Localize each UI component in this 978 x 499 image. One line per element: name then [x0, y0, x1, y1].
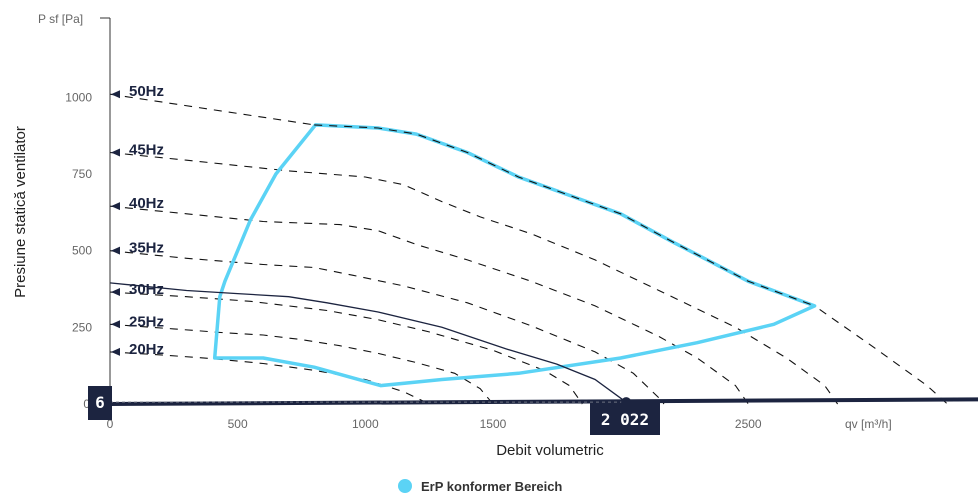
y-tick-label: 1000 — [65, 90, 92, 104]
x-unit-label: qv [m³/h] — [845, 417, 892, 431]
hz-label-20Hz: 20Hz — [129, 341, 164, 358]
fan-curve-30Hz — [109, 291, 583, 405]
x-tick-label: 1500 — [480, 417, 507, 431]
y-axis-title: Presiune statică ventilator — [12, 126, 29, 298]
legend: ErP konformer Bereich — [398, 479, 562, 494]
fan-curve-40Hz — [109, 205, 749, 405]
erp-area-outline — [212, 123, 817, 388]
pressure-readout-box — [88, 386, 112, 420]
fan-curve-35Hz — [109, 250, 665, 405]
y-tick-label: 750 — [72, 167, 92, 181]
hz-arrow-icon — [111, 90, 120, 99]
hz-arrow-icon — [111, 246, 120, 255]
x-tick-label: 1000 — [352, 417, 379, 431]
hz-arrow-icon — [111, 288, 120, 297]
hz-label-35Hz: 35Hz — [129, 240, 164, 257]
fan-curve-45Hz — [109, 151, 839, 405]
fan-curve-50Hz-overlay — [314, 124, 815, 307]
x-axis-title: Debit volumetric — [496, 442, 604, 459]
hz-label-25Hz: 25Hz — [129, 313, 164, 330]
pressure-readout: 6 — [95, 393, 105, 412]
fan-curve-20Hz — [109, 351, 430, 405]
y-unit-label: P sf [Pa] — [38, 12, 83, 26]
flow-readout-box — [590, 403, 660, 435]
hz-label-45Hz: 45Hz — [129, 142, 164, 159]
hz-arrow-icon — [111, 320, 120, 329]
y-tick-label: 0 — [83, 397, 90, 411]
legend-label-erp: ErP konformer Bereich — [421, 479, 562, 494]
x-tick-label: 500 — [228, 417, 248, 431]
legend-marker-erp — [398, 479, 412, 493]
system-curve — [109, 282, 627, 403]
hz-arrow-icon — [111, 148, 120, 157]
y-tick-label: 250 — [72, 320, 92, 334]
hz-label-50Hz: 50Hz — [129, 83, 164, 100]
hz-label-40Hz: 40Hz — [129, 195, 164, 212]
x-tick-label: 0 — [107, 417, 114, 431]
hz-label-30Hz: 30Hz — [129, 281, 164, 298]
fan-curve-25Hz — [109, 323, 494, 405]
hz-arrow-icon — [111, 202, 120, 211]
y-tick-label: 500 — [72, 244, 92, 258]
flow-readout: 2 022 — [601, 410, 649, 429]
x-tick-label: 2500 — [735, 417, 762, 431]
hz-arrow-icon — [111, 347, 120, 356]
